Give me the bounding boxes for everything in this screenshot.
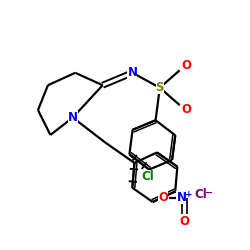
Text: Cl: Cl	[142, 170, 154, 183]
Text: +: +	[185, 190, 193, 199]
Text: N: N	[176, 192, 186, 204]
Text: Cl: Cl	[194, 188, 207, 201]
Text: S: S	[156, 81, 164, 94]
Text: O: O	[182, 103, 192, 116]
Text: N: N	[68, 111, 78, 124]
Text: O: O	[179, 214, 189, 228]
Text: N: N	[128, 66, 138, 79]
Text: O: O	[158, 192, 168, 204]
Text: O: O	[182, 59, 192, 72]
Text: −: −	[205, 188, 213, 198]
